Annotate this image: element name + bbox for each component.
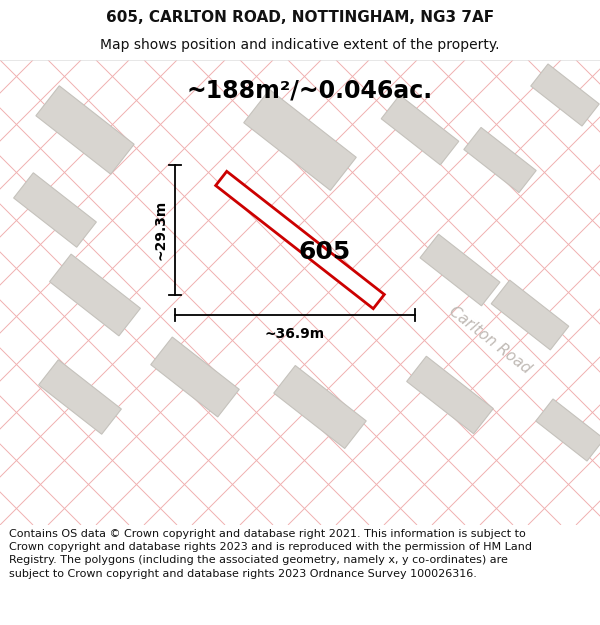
Polygon shape bbox=[420, 234, 500, 306]
Polygon shape bbox=[464, 127, 536, 192]
Text: ~36.9m: ~36.9m bbox=[265, 327, 325, 341]
Polygon shape bbox=[381, 95, 459, 165]
Polygon shape bbox=[14, 173, 97, 248]
Text: Carlton Road: Carlton Road bbox=[446, 304, 534, 376]
Polygon shape bbox=[491, 280, 569, 350]
Polygon shape bbox=[215, 171, 385, 309]
Polygon shape bbox=[36, 86, 134, 174]
Text: ~188m²/~0.046ac.: ~188m²/~0.046ac. bbox=[187, 78, 433, 102]
Polygon shape bbox=[536, 399, 600, 461]
Polygon shape bbox=[151, 337, 239, 417]
Polygon shape bbox=[407, 356, 493, 434]
Polygon shape bbox=[38, 360, 121, 434]
Polygon shape bbox=[50, 254, 140, 336]
Polygon shape bbox=[531, 64, 599, 126]
Polygon shape bbox=[244, 89, 356, 191]
Text: Map shows position and indicative extent of the property.: Map shows position and indicative extent… bbox=[100, 38, 500, 52]
Text: 605, CARLTON ROAD, NOTTINGHAM, NG3 7AF: 605, CARLTON ROAD, NOTTINGHAM, NG3 7AF bbox=[106, 11, 494, 26]
Text: ~29.3m: ~29.3m bbox=[153, 200, 167, 260]
Polygon shape bbox=[274, 366, 366, 449]
Text: 605: 605 bbox=[299, 240, 351, 264]
Text: Contains OS data © Crown copyright and database right 2021. This information is : Contains OS data © Crown copyright and d… bbox=[9, 529, 532, 579]
